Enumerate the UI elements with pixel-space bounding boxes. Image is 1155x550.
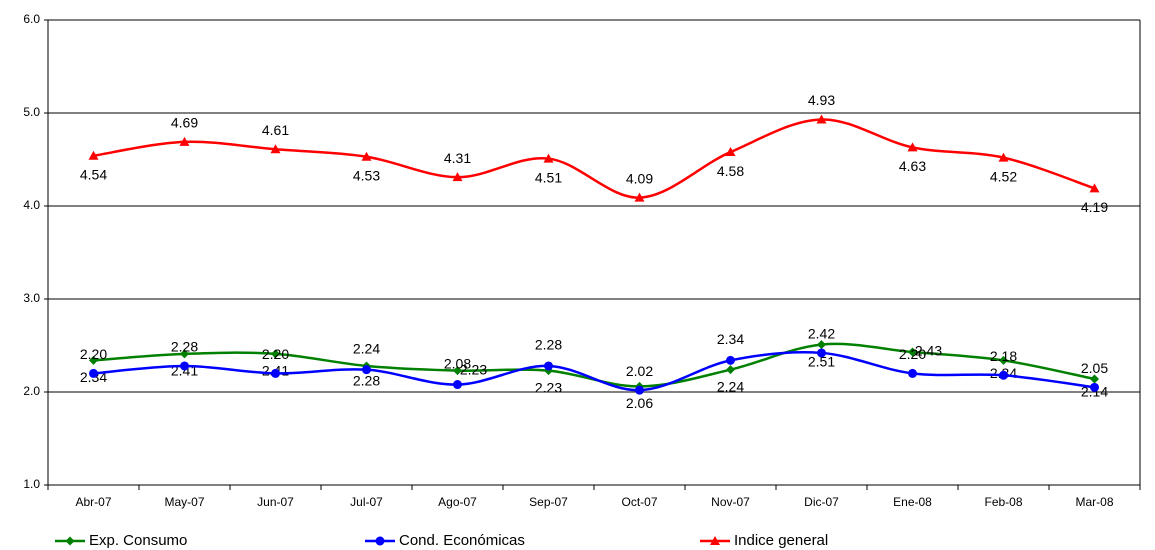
data-label: 4.31 xyxy=(444,150,471,166)
data-label: 2.51 xyxy=(808,353,835,369)
data-label: 4.19 xyxy=(1081,199,1108,215)
data-label: 2.08 xyxy=(444,355,471,371)
legend-label: Indice general xyxy=(734,532,828,549)
y-tick-label: 3.0 xyxy=(23,291,40,305)
x-tick-label: Dic-07 xyxy=(804,495,839,509)
x-tick-label: Ene-08 xyxy=(893,495,932,509)
point xyxy=(88,150,99,160)
point xyxy=(270,144,281,154)
data-label: 2.23 xyxy=(535,379,562,395)
point xyxy=(1090,374,1099,384)
data-label: 4.54 xyxy=(80,166,107,182)
point xyxy=(999,355,1008,365)
point xyxy=(725,147,736,157)
point xyxy=(453,380,462,390)
point xyxy=(726,355,735,365)
y-tick-label: 2.0 xyxy=(23,384,40,398)
data-label: 2.42 xyxy=(808,326,835,342)
data-label: 2.23 xyxy=(460,361,487,377)
data-label: 2.20 xyxy=(80,346,107,362)
point xyxy=(999,370,1008,380)
point xyxy=(361,151,372,161)
data-label: 4.09 xyxy=(626,170,653,186)
series-line xyxy=(93,351,1095,392)
x-tick-label: Abr-07 xyxy=(75,495,111,509)
point xyxy=(998,152,1009,162)
x-tick-label: Mar-08 xyxy=(1075,495,1113,509)
data-label: 2.02 xyxy=(626,363,653,379)
point xyxy=(180,349,189,359)
data-label: 4.61 xyxy=(262,122,289,138)
data-label: 2.28 xyxy=(171,339,198,355)
x-tick-label: Nov-07 xyxy=(711,495,750,509)
data-label: 2.24 xyxy=(717,378,744,394)
y-tick-label: 4.0 xyxy=(23,198,40,212)
point xyxy=(544,361,553,371)
data-label: 2.05 xyxy=(1081,360,1108,376)
data-label: 4.51 xyxy=(535,169,562,185)
point xyxy=(726,365,735,375)
data-label: 2.28 xyxy=(535,337,562,353)
point xyxy=(634,192,645,202)
point xyxy=(635,385,644,395)
point xyxy=(1089,183,1100,193)
point xyxy=(179,136,190,146)
data-label: 4.93 xyxy=(808,92,835,108)
data-label: 2.43 xyxy=(915,343,942,359)
y-tick-label: 6.0 xyxy=(23,12,40,26)
x-tick-label: Jun-07 xyxy=(257,495,294,509)
point xyxy=(1090,382,1099,392)
point xyxy=(65,536,75,546)
point xyxy=(710,536,720,545)
point xyxy=(362,365,371,375)
legend-label: Exp. Consumo xyxy=(89,532,187,549)
data-label: 2.20 xyxy=(899,346,926,362)
data-label: 2.06 xyxy=(626,395,653,411)
legend-label: Cond. Económicas xyxy=(399,532,525,549)
data-label: 2.24 xyxy=(353,340,380,356)
data-label: 4.58 xyxy=(717,163,744,179)
point xyxy=(271,368,280,378)
point xyxy=(908,347,917,357)
x-tick-label: Feb-08 xyxy=(984,495,1022,509)
point xyxy=(89,368,98,378)
series-line xyxy=(93,118,1095,199)
point xyxy=(543,153,554,163)
point xyxy=(907,142,918,152)
point xyxy=(180,361,189,371)
y-tick-label: 5.0 xyxy=(23,105,40,119)
point xyxy=(908,368,917,378)
data-label: 4.69 xyxy=(171,115,198,131)
x-tick-label: May-07 xyxy=(164,495,204,509)
point xyxy=(816,114,827,124)
point xyxy=(817,340,826,350)
data-label: 2.34 xyxy=(717,331,744,347)
x-tick-label: Sep-07 xyxy=(529,495,568,509)
data-label: 4.53 xyxy=(353,167,380,183)
point xyxy=(271,349,280,359)
point xyxy=(817,348,826,358)
data-label: 4.63 xyxy=(899,158,926,174)
x-tick-label: Oct-07 xyxy=(621,495,657,509)
point xyxy=(453,366,462,376)
x-tick-label: Ago-07 xyxy=(438,495,477,509)
data-label: 2.20 xyxy=(262,346,289,362)
point xyxy=(452,172,463,182)
point xyxy=(89,355,98,365)
data-label: 4.52 xyxy=(990,168,1017,184)
data-label: 2.18 xyxy=(990,348,1017,364)
point xyxy=(375,536,385,546)
y-tick-label: 1.0 xyxy=(23,477,40,491)
data-label: 2.28 xyxy=(353,373,380,389)
x-tick-label: Jul-07 xyxy=(350,495,383,509)
